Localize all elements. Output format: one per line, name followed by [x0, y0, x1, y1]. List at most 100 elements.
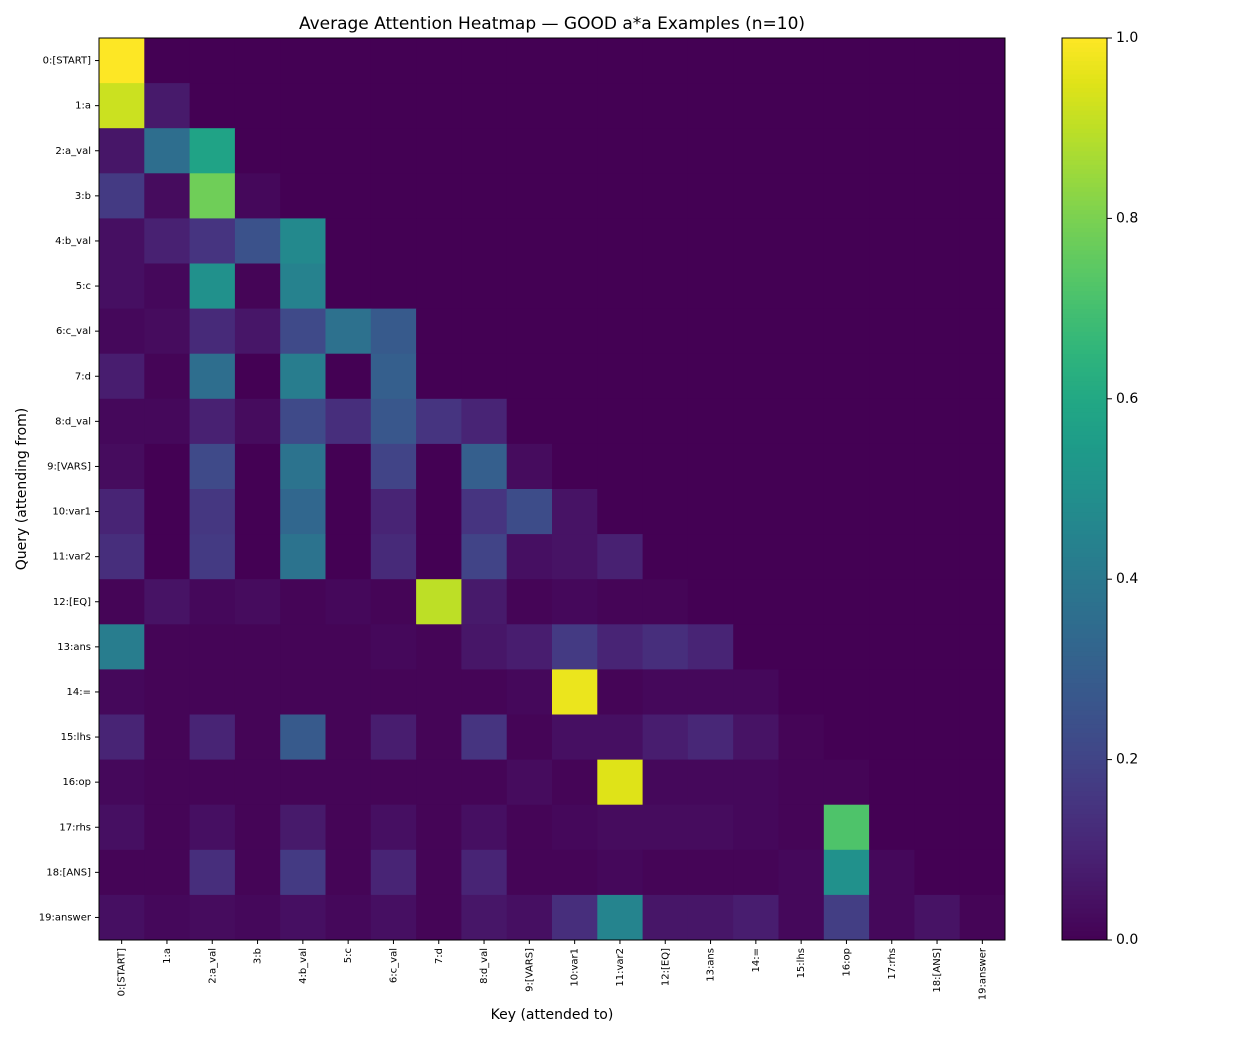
- colorbar-segment: [1062, 773, 1107, 779]
- y-tick-label: 9:[VARS]: [47, 461, 91, 472]
- heatmap-cell: [370, 173, 417, 219]
- heatmap-cell: [687, 38, 734, 84]
- colorbar-segment: [1062, 921, 1107, 927]
- heatmap-cell: [325, 353, 372, 400]
- colorbar-segment: [1062, 917, 1107, 923]
- heatmap-cell: [280, 128, 326, 174]
- colorbar-segment: [1062, 732, 1107, 738]
- heatmap-cell: [189, 759, 236, 806]
- heatmap-cell: [325, 38, 372, 84]
- heatmap-cell: [733, 173, 779, 219]
- colorbar-segment: [1062, 890, 1107, 896]
- colorbar-segment: [1062, 750, 1107, 756]
- colorbar-segment: [1062, 786, 1107, 792]
- y-tick-label: 8:d_val: [55, 416, 91, 427]
- heatmap-cell: [144, 804, 191, 851]
- colorbar-segment: [1062, 782, 1107, 788]
- heatmap-cell: [325, 308, 372, 355]
- heatmap-cell: [461, 534, 508, 580]
- heatmap-cell: [506, 398, 553, 445]
- heatmap-cell: [823, 489, 870, 535]
- heatmap-cell: [959, 128, 1006, 174]
- heatmap-cell: [687, 353, 734, 400]
- heatmap-cell: [823, 353, 870, 400]
- heatmap-cell: [733, 263, 779, 310]
- colorbar-segment: [1062, 150, 1107, 156]
- heatmap-cell: [325, 624, 372, 670]
- heatmap-cell: [823, 173, 870, 219]
- heatmap-cell: [552, 443, 598, 490]
- heatmap-cell: [823, 579, 870, 625]
- y-tick-label: 10:var1: [52, 507, 91, 518]
- heatmap-cell: [99, 308, 145, 355]
- heatmap-cell: [869, 173, 915, 219]
- colorbar-segment: [1062, 538, 1107, 544]
- heatmap-cell: [99, 849, 145, 896]
- colorbar-segment: [1062, 764, 1107, 770]
- heatmap-cell: [914, 353, 961, 400]
- colorbar-tick-label: 0.4: [1116, 571, 1138, 587]
- colorbar-segment: [1062, 308, 1107, 314]
- heatmap-cell: [552, 173, 598, 219]
- heatmap-cell: [506, 218, 553, 264]
- heatmap-cell: [869, 353, 915, 400]
- heatmap-cell: [959, 894, 1006, 941]
- heatmap-cell: [597, 308, 644, 355]
- colorbar-segment: [1062, 700, 1107, 706]
- heatmap-cell: [416, 579, 462, 625]
- colorbar-tick-label: 1.0: [1116, 30, 1138, 46]
- heatmap-cell: [189, 83, 236, 129]
- colorbar-segment: [1062, 268, 1107, 274]
- colorbar-segment: [1062, 813, 1107, 819]
- colorbar-segment: [1062, 502, 1107, 508]
- heatmap-cell: [416, 353, 462, 400]
- colorbar-segment: [1062, 200, 1107, 206]
- colorbar-segment: [1062, 561, 1107, 567]
- colorbar-segment: [1062, 236, 1107, 242]
- heatmap-cell: [99, 714, 145, 761]
- heatmap-cell: [144, 443, 191, 490]
- y-tick-label: 6:c_val: [56, 326, 91, 337]
- heatmap-cell: [280, 894, 326, 941]
- heatmap-cell: [506, 714, 553, 761]
- heatmap-cell: [280, 714, 326, 761]
- colorbar-segment: [1062, 141, 1107, 147]
- heatmap-cell: [778, 624, 825, 670]
- heatmap-cell: [552, 263, 598, 310]
- colorbar-segment: [1062, 74, 1107, 80]
- colorbar-segment: [1062, 119, 1107, 125]
- colorbar-segment: [1062, 804, 1107, 810]
- heatmap-cell: [325, 489, 372, 535]
- colorbar-segment: [1062, 511, 1107, 517]
- heatmap-cell: [687, 624, 734, 670]
- heatmap-cell: [823, 308, 870, 355]
- heatmap-cell: [99, 624, 145, 670]
- colorbar-segment: [1062, 660, 1107, 666]
- colorbar-segment: [1062, 353, 1107, 359]
- heatmap-cell: [416, 218, 462, 264]
- colorbar-segment: [1062, 935, 1107, 941]
- chart-title: Average Attention Heatmap — GOOD a*a Exa…: [299, 14, 805, 34]
- heatmap-cell: [506, 83, 553, 129]
- heatmap-cell: [280, 804, 326, 851]
- heatmap-cell: [778, 443, 825, 490]
- heatmap-cell: [778, 263, 825, 310]
- colorbar-segment: [1062, 836, 1107, 842]
- heatmap-cell: [280, 353, 326, 400]
- heatmap-cell: [778, 894, 825, 941]
- colorbar-segment: [1062, 412, 1107, 418]
- heatmap-cell: [280, 308, 326, 355]
- heatmap-cell: [959, 669, 1006, 715]
- colorbar-segment: [1062, 755, 1107, 761]
- heatmap-cell: [914, 38, 961, 84]
- heatmap-cell: [869, 38, 915, 84]
- colorbar-segment: [1062, 791, 1107, 797]
- heatmap-cell: [370, 804, 417, 851]
- colorbar-segment: [1062, 78, 1107, 84]
- heatmap-cell: [506, 579, 553, 625]
- heatmap-cell: [597, 894, 644, 941]
- colorbar-segment: [1062, 290, 1107, 296]
- heatmap-cell: [597, 128, 644, 174]
- heatmap-cell: [959, 353, 1006, 400]
- colorbar-segment: [1062, 831, 1107, 837]
